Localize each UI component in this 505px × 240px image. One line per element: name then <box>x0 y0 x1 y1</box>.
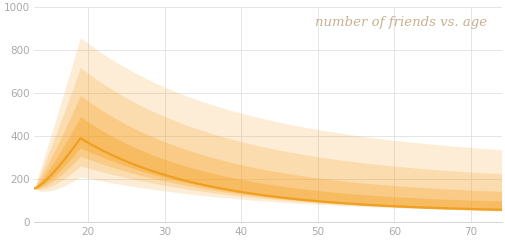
Text: number of friends vs. age: number of friends vs. age <box>316 16 487 29</box>
